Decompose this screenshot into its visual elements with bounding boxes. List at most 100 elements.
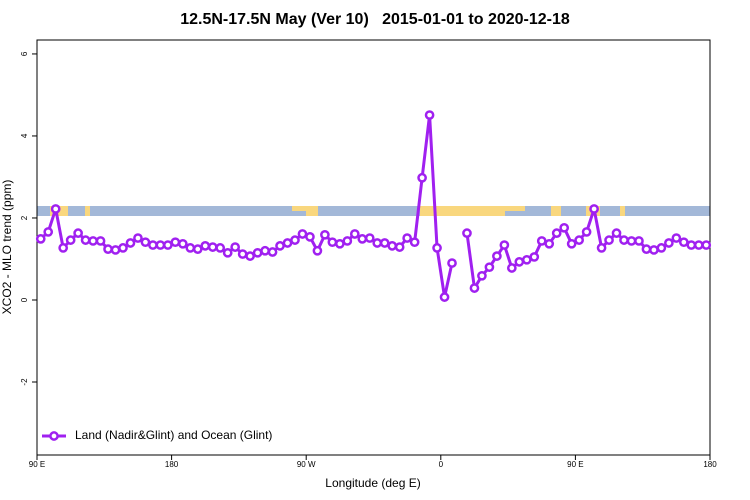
data-point (686, 240, 697, 250)
data-point (417, 172, 427, 183)
data-point (260, 245, 270, 256)
data-point (581, 227, 592, 237)
data-point (230, 242, 241, 252)
y-tick-label: 6 (20, 51, 29, 56)
data-point (35, 234, 46, 244)
data-point (155, 240, 166, 250)
data-point (95, 236, 106, 246)
data-point (65, 235, 76, 245)
data-point (484, 262, 495, 273)
data-point (267, 247, 278, 257)
data-point (133, 233, 143, 243)
data-point (566, 238, 577, 249)
data-point (462, 228, 472, 238)
data-point (536, 236, 547, 246)
data-point (589, 204, 599, 214)
land-patch (306, 206, 318, 216)
data-point (320, 229, 330, 240)
ocean-band (37, 206, 710, 216)
land-patch (620, 206, 625, 216)
data-point (335, 238, 345, 249)
data-point (432, 243, 442, 253)
data-point (200, 241, 211, 251)
data-point (701, 240, 712, 250)
data-point (641, 244, 652, 254)
data-point (192, 244, 203, 254)
plot-frame (36, 39, 711, 456)
land-patch (551, 206, 561, 216)
data-point (604, 235, 614, 245)
data-point (611, 228, 622, 238)
data-point (80, 235, 91, 245)
y-tick-label: 2 (20, 215, 29, 220)
data-point (50, 204, 61, 214)
data-point (297, 229, 308, 239)
data-point (664, 238, 674, 248)
data-point (529, 252, 540, 262)
data-point (282, 238, 293, 248)
data-point (327, 237, 338, 248)
y-tick-label: 0 (20, 297, 29, 302)
x-tick-label: 90 E (567, 460, 583, 469)
x-tick-label: 0 (439, 460, 444, 469)
data-point (357, 234, 368, 244)
data-point (140, 237, 151, 248)
data-point (215, 243, 226, 253)
data-point (424, 110, 435, 120)
data-point (649, 245, 659, 255)
y-axis-label: XCO2 - MLO trend (ppm) (0, 180, 14, 315)
data-point (103, 244, 113, 254)
data-point (626, 236, 637, 246)
land-patch (420, 206, 505, 216)
data-point (110, 245, 121, 255)
data-point (477, 270, 487, 281)
data-point (499, 240, 510, 250)
x-tick-label: 90 W (297, 460, 316, 469)
x-tick-label: 180 (165, 460, 179, 469)
data-point (544, 238, 555, 249)
data-point (163, 240, 173, 250)
land-patch (505, 206, 525, 211)
data-point (693, 240, 704, 250)
data-point (185, 243, 196, 253)
x-tick-label: 180 (703, 460, 717, 469)
y-tick-label: -2 (20, 378, 29, 386)
data-point (671, 233, 682, 243)
data-point (305, 231, 315, 242)
data-point (394, 242, 405, 252)
data-point (252, 247, 263, 258)
data-point (237, 249, 248, 259)
data-point (73, 228, 83, 238)
data-point (177, 238, 188, 249)
data-point (551, 228, 562, 238)
data-point (439, 292, 450, 302)
data-point (387, 241, 398, 251)
data-point (634, 236, 644, 246)
data-point (492, 251, 502, 261)
data-point (619, 235, 629, 245)
data-point (521, 254, 532, 265)
data-point (409, 237, 420, 248)
data-point (342, 236, 353, 246)
data-point (118, 243, 128, 253)
map-strip (37, 206, 710, 216)
data-point (125, 238, 136, 248)
data-point (207, 242, 218, 252)
y-tick-label: 4 (20, 133, 29, 138)
data-point (402, 233, 412, 243)
data-point (349, 229, 360, 239)
data-point (379, 238, 390, 248)
data-point (43, 227, 54, 237)
data-point (678, 237, 689, 248)
land-patch (85, 206, 90, 216)
data-point (58, 243, 69, 253)
data-point (372, 238, 383, 248)
land-patch (292, 206, 317, 211)
data-point (148, 240, 158, 250)
data-point (88, 236, 98, 246)
data-point (506, 263, 517, 273)
data-point (170, 237, 181, 248)
data-point (364, 233, 375, 243)
chart-title: 12.5N-17.5N May (Ver 10) 2015-01-01 to 2… (180, 11, 570, 28)
